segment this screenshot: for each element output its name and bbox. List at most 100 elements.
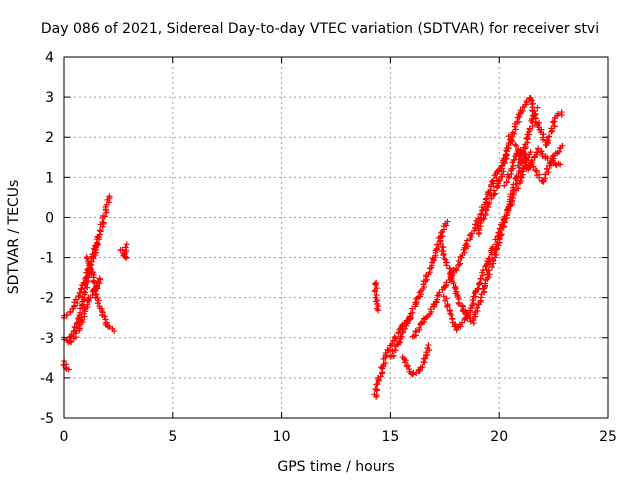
data-point [486, 199, 493, 206]
data-point [453, 265, 460, 272]
data-point [538, 148, 545, 155]
data-point [122, 244, 129, 251]
data-point [518, 174, 525, 181]
y-tick-label: -4 [40, 371, 54, 387]
data-point [436, 289, 443, 296]
data-point [66, 337, 73, 344]
data-point [496, 235, 503, 242]
data-point [412, 328, 419, 335]
y-axis-label: SDTVAR / TECUs [6, 180, 22, 295]
data-point [474, 307, 481, 314]
data-point [96, 227, 103, 234]
data-point [409, 333, 416, 340]
y-tick-label: -3 [40, 331, 54, 347]
data-point [504, 145, 511, 152]
data-point [540, 131, 547, 138]
data-point [558, 109, 565, 116]
data-point [519, 158, 526, 165]
data-point [501, 182, 508, 189]
data-point [503, 206, 510, 213]
data-point [101, 213, 108, 220]
data-point [78, 302, 85, 309]
data-point [399, 329, 406, 336]
data-point [77, 318, 84, 325]
data-point [448, 311, 455, 318]
data-point [530, 163, 537, 170]
data-point [469, 297, 476, 304]
data-point [459, 302, 466, 309]
data-point [472, 221, 479, 228]
data-point [461, 249, 468, 256]
data-point [424, 276, 431, 283]
data-point [96, 275, 103, 282]
axis-ticks: 0 5 10 15 20 25 -5 -4 -3 -2 -1 0 1 2 3 4 [40, 50, 617, 445]
y-tick-label: 2 [45, 130, 54, 146]
data-point [84, 277, 91, 284]
data-point [501, 160, 508, 167]
data-point [469, 317, 476, 324]
x-tick-label: 5 [168, 429, 177, 445]
y-tick-label: 1 [45, 170, 54, 186]
x-tick-label: 15 [381, 429, 399, 445]
data-point [85, 262, 92, 269]
data-point [76, 321, 83, 328]
data-point [512, 181, 519, 188]
data-point [95, 297, 102, 304]
data-point [527, 162, 534, 169]
data-point [519, 153, 526, 160]
x-tick-label: 0 [60, 429, 69, 445]
data-point [483, 262, 490, 269]
data-point [382, 352, 389, 359]
data-point [78, 314, 85, 321]
data-point [523, 135, 530, 142]
data-point [89, 251, 96, 258]
y-tick-label: -2 [40, 291, 54, 307]
data-point [377, 373, 384, 380]
data-point [514, 147, 521, 154]
data-point [409, 371, 416, 378]
data-point [523, 165, 530, 172]
data-point [485, 255, 492, 262]
y-tick-label: -1 [40, 251, 54, 267]
data-point [498, 231, 505, 238]
data-point [512, 141, 519, 148]
data-point [405, 362, 412, 369]
data-point [472, 288, 479, 295]
data-point [375, 307, 382, 314]
data-point [444, 303, 451, 310]
data-point [542, 171, 549, 178]
data-point [68, 339, 75, 346]
data-point [64, 311, 71, 318]
data-point [559, 142, 566, 149]
data-point [419, 364, 426, 371]
data-point [463, 240, 470, 247]
data-point [485, 274, 492, 281]
data-point [396, 338, 403, 345]
data-point [434, 292, 441, 299]
data-point [535, 145, 542, 152]
data-point [387, 353, 394, 360]
data-point [470, 300, 477, 307]
data-point [434, 241, 441, 248]
data-point [490, 187, 497, 194]
data-point [420, 315, 427, 322]
data-point [392, 347, 399, 354]
data-point [482, 196, 489, 203]
data-point [513, 142, 520, 149]
data-point [509, 129, 516, 136]
data-point [424, 352, 431, 359]
y-tick-label: -5 [40, 411, 54, 427]
data-point [545, 133, 552, 140]
data-point [98, 312, 105, 319]
data-point [97, 228, 104, 235]
data-point [490, 177, 497, 184]
data-point [485, 267, 492, 274]
data-point [427, 306, 434, 313]
data-point [474, 285, 481, 292]
data-point [484, 271, 491, 278]
data-point [425, 342, 432, 349]
data-point [392, 335, 399, 342]
data-point [510, 157, 517, 164]
data-point [424, 345, 431, 352]
data-point [374, 381, 381, 388]
